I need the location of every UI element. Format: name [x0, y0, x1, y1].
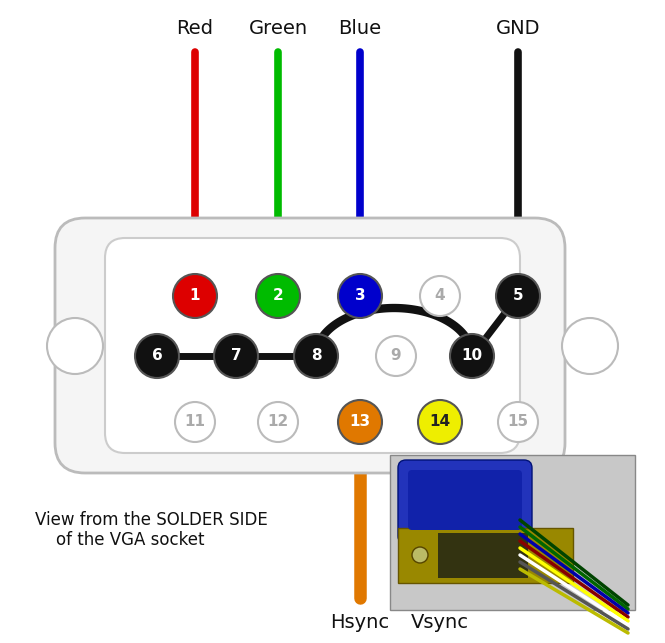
Text: 3: 3: [354, 289, 365, 303]
Text: 14: 14: [430, 415, 451, 430]
Text: 12: 12: [267, 415, 289, 430]
Text: Vsync: Vsync: [411, 613, 469, 631]
FancyBboxPatch shape: [398, 460, 532, 544]
Text: GND: GND: [495, 19, 540, 37]
Ellipse shape: [258, 402, 298, 442]
Ellipse shape: [418, 400, 462, 444]
Ellipse shape: [376, 336, 416, 376]
Ellipse shape: [338, 274, 382, 318]
Ellipse shape: [338, 400, 382, 444]
Text: Blue: Blue: [338, 19, 382, 37]
Ellipse shape: [294, 334, 338, 378]
Circle shape: [562, 318, 618, 374]
FancyBboxPatch shape: [438, 533, 528, 578]
Text: 6: 6: [152, 349, 162, 363]
Text: 7: 7: [231, 349, 241, 363]
FancyBboxPatch shape: [408, 470, 522, 530]
Circle shape: [412, 547, 428, 563]
Ellipse shape: [175, 402, 215, 442]
Text: 4: 4: [435, 289, 446, 303]
Circle shape: [47, 318, 103, 374]
Ellipse shape: [256, 274, 300, 318]
Ellipse shape: [135, 334, 179, 378]
Ellipse shape: [214, 334, 258, 378]
Text: Red: Red: [176, 19, 213, 37]
Text: 8: 8: [311, 349, 321, 363]
Ellipse shape: [420, 276, 460, 316]
Text: 10: 10: [462, 349, 483, 363]
Text: 1: 1: [190, 289, 200, 303]
Ellipse shape: [450, 334, 494, 378]
Ellipse shape: [498, 402, 538, 442]
Text: 11: 11: [184, 415, 205, 430]
FancyBboxPatch shape: [390, 455, 635, 610]
FancyBboxPatch shape: [398, 528, 573, 583]
Text: 15: 15: [507, 415, 529, 430]
Text: Green: Green: [249, 19, 307, 37]
Text: 13: 13: [349, 415, 370, 430]
Ellipse shape: [173, 274, 217, 318]
Text: Hsync: Hsync: [331, 613, 390, 631]
Text: 5: 5: [513, 289, 523, 303]
FancyBboxPatch shape: [55, 218, 565, 473]
FancyBboxPatch shape: [105, 238, 520, 453]
Text: View from the SOLDER SIDE
    of the VGA socket: View from the SOLDER SIDE of the VGA soc…: [35, 511, 268, 549]
Ellipse shape: [496, 274, 540, 318]
Text: 9: 9: [391, 349, 401, 363]
Text: 2: 2: [273, 289, 283, 303]
